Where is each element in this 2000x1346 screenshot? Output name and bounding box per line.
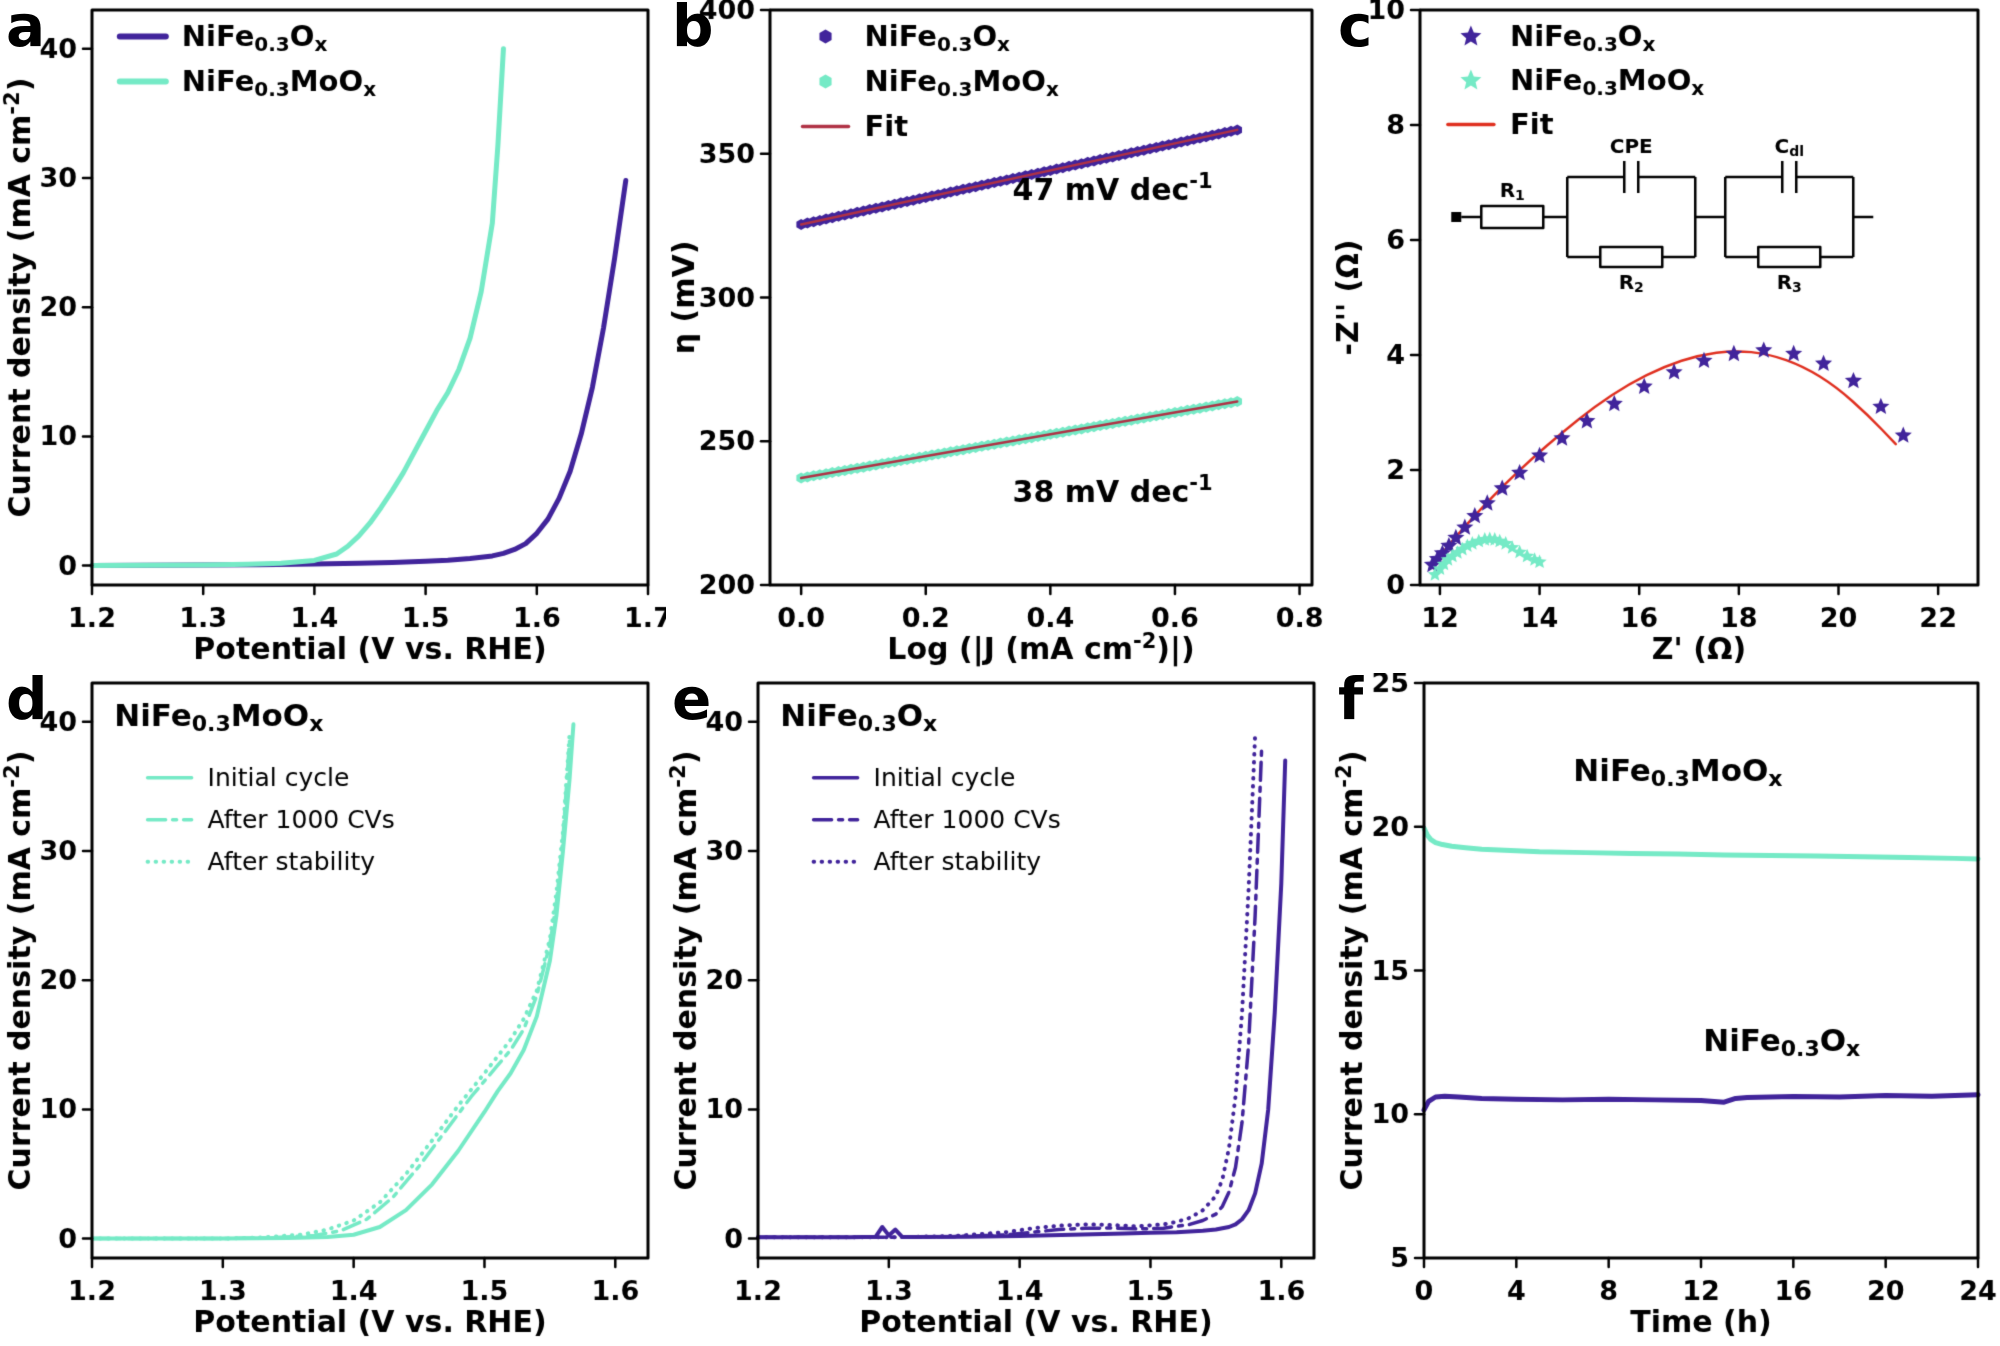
panel-b-letter: b: [672, 0, 714, 60]
panel-e-chart: [666, 673, 1332, 1346]
panel-c-letter: c: [1338, 0, 1373, 60]
panel-c-chart: [1332, 0, 1998, 673]
panel-b-chart: [666, 0, 1332, 673]
panel-d: d: [0, 669, 666, 1346]
panel-f-chart: [1332, 673, 1998, 1346]
panel-a-chart: [0, 0, 666, 673]
panel-d-letter: d: [6, 665, 48, 733]
panel-c: c: [1332, 0, 1998, 673]
panel-b: b: [666, 0, 1332, 673]
panel-e: e: [666, 669, 1332, 1346]
panel-f-letter: f: [1338, 665, 1364, 733]
panel-a: a: [0, 0, 666, 673]
panel-a-letter: a: [6, 0, 46, 60]
panel-f: f: [1332, 669, 1998, 1346]
panel-e-letter: e: [672, 665, 712, 733]
panel-d-chart: [0, 673, 666, 1346]
